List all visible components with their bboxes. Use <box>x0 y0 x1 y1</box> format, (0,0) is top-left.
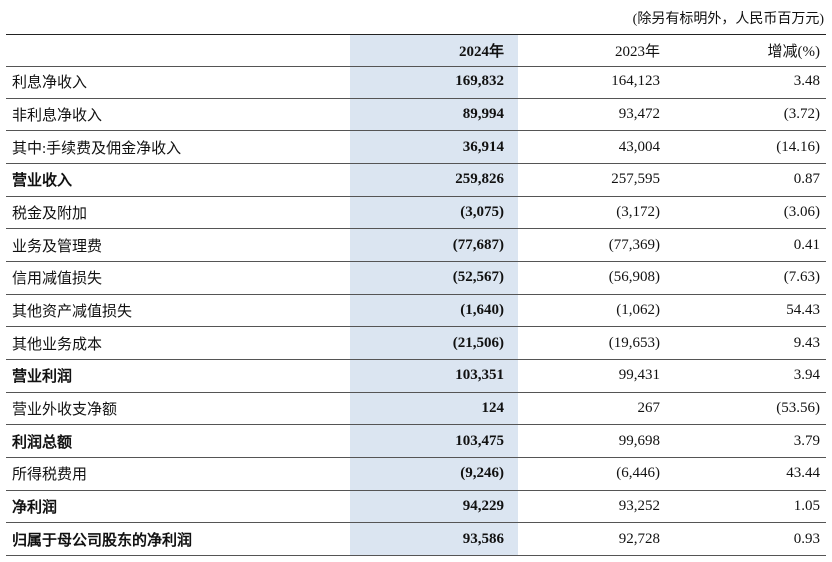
cell-value: 92,728 <box>618 530 660 547</box>
cell-value: (77,687) <box>452 236 504 253</box>
cell-value: 103,475 <box>455 432 504 449</box>
cell-value: (9,246) <box>460 465 504 482</box>
row-label: 营业收入 <box>12 173 73 190</box>
table-row: 净利润 94,229 93,252 1.05 <box>6 491 826 524</box>
table-row: 其他业务成本 (21,506) (19,653) 9.43 <box>6 327 826 360</box>
row-label: 信用减值损失 <box>12 271 103 288</box>
cell-value: (21,506) <box>452 334 504 351</box>
cell-value: 43.44 <box>786 465 820 482</box>
cell-value: 0.87 <box>793 171 820 188</box>
table-row: 非利息净收入 89,994 93,472 (3.72) <box>6 99 826 132</box>
cell-value: (56,908) <box>608 269 660 286</box>
cell-value: (52,567) <box>452 269 504 286</box>
table-row: 利息净收入 169,832 164,123 3.48 <box>6 66 826 99</box>
cell-value: 267 <box>637 399 661 416</box>
row-label: 非利息净收入 <box>12 107 103 124</box>
row-label: 税金及附加 <box>12 205 88 222</box>
cell-value: 43,004 <box>618 138 660 155</box>
cell-value: 124 <box>481 399 505 416</box>
cell-value: 259,826 <box>455 171 504 188</box>
cell-value: 3.79 <box>793 432 820 449</box>
cell-value: (19,653) <box>608 334 660 351</box>
cell-value: 164,123 <box>611 73 660 90</box>
cell-value: 1.05 <box>793 497 820 514</box>
cell-value: (7.63) <box>783 269 820 286</box>
cell-value: 89,994 <box>462 105 504 122</box>
cell-value: (1,640) <box>460 301 504 318</box>
table-row: 业务及管理费 (77,687) (77,369) 0.41 <box>6 229 826 262</box>
cell-value: (53.56) <box>776 399 820 416</box>
cell-value: 3.94 <box>793 367 820 384</box>
cell-value: (3,172) <box>616 203 660 220</box>
cell-value: 0.41 <box>793 236 820 253</box>
row-label: 其他资产减值损失 <box>12 303 133 320</box>
row-label: 所得税费用 <box>12 467 88 484</box>
row-label: 净利润 <box>12 499 58 516</box>
row-label: 归属于母公司股东的净利润 <box>12 532 193 549</box>
table-row: 营业利润 103,351 99,431 3.94 <box>6 360 826 393</box>
cell-value: 94,229 <box>462 497 504 514</box>
row-label: 营业外收支净额 <box>12 401 118 418</box>
row-label: 业务及管理费 <box>12 238 103 255</box>
cell-value: (3.06) <box>783 203 820 220</box>
cell-value: 99,431 <box>618 367 660 384</box>
cell-value: 257,595 <box>611 171 660 188</box>
cell-value: (1,062) <box>616 301 660 318</box>
cell-value: (3,075) <box>460 203 504 220</box>
table-row: 信用减值损失 (52,567) (56,908) (7.63) <box>6 262 826 295</box>
row-label: 营业利润 <box>12 369 73 386</box>
row-label: 利润总额 <box>12 434 73 451</box>
table-row: 其中:手续费及佣金净收入 36,914 43,004 (14.16) <box>6 131 826 164</box>
unit-note: (除另有标明外，人民币百万元) <box>632 12 824 27</box>
cell-value: 9.43 <box>793 334 820 351</box>
cell-value: 0.93 <box>793 530 820 547</box>
table-row: 所得税费用 (9,246) (6,446) 43.44 <box>6 458 826 491</box>
table-row: 利润总额 103,475 99,698 3.79 <box>6 425 826 458</box>
cell-value: 99,698 <box>618 432 660 449</box>
row-label: 其他业务成本 <box>12 336 103 353</box>
cell-value: 169,832 <box>455 73 504 90</box>
column-header: 增减(%) <box>767 44 821 60</box>
cell-value: 54.43 <box>786 301 820 318</box>
cell-value: (6,446) <box>616 465 660 482</box>
table-row: 营业收入 259,826 257,595 0.87 <box>6 164 826 197</box>
cell-value: 103,351 <box>455 367 504 384</box>
cell-value: 36,914 <box>462 138 504 155</box>
cell-value: (77,369) <box>608 236 660 253</box>
column-header: 2024年 <box>458 44 504 60</box>
table-row: 归属于母公司股东的净利润 93,586 92,728 0.93 <box>6 523 826 556</box>
cell-value: 93,472 <box>618 105 660 122</box>
cell-value: 93,252 <box>618 497 660 514</box>
table-row: 税金及附加 (3,075) (3,172) (3.06) <box>6 197 826 230</box>
cell-value: 93,586 <box>462 530 504 547</box>
column-highlight <box>350 35 518 556</box>
table-row: 其他资产减值损失 (1,640) (1,062) 54.43 <box>6 295 826 328</box>
cell-value: 3.48 <box>793 73 820 90</box>
header-row: 2024年 2023年 增减(%) <box>6 35 826 67</box>
row-label: 利息净收入 <box>12 75 88 92</box>
top-rule <box>6 34 826 35</box>
cell-value: (3.72) <box>783 105 820 122</box>
table-row: 营业外收支净额 124 267 (53.56) <box>6 393 826 426</box>
row-label: 其中:手续费及佣金净收入 <box>12 140 182 157</box>
cell-value: (14.16) <box>776 138 820 155</box>
column-header: 2023年 <box>614 44 660 60</box>
